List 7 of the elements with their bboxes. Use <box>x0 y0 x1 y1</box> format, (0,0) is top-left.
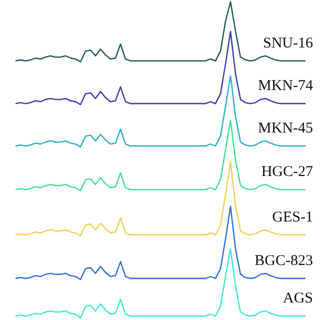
series-label: GES-1 <box>272 209 314 226</box>
series-label: BGC-823 <box>254 252 314 269</box>
series-label: SNU-16 <box>263 35 314 52</box>
series-label: MKN-45 <box>258 120 313 136</box>
series-label: AGS <box>282 290 314 307</box>
series-label: MKN-74 <box>258 78 314 94</box>
series-label: HGC-27 <box>261 164 314 180</box>
